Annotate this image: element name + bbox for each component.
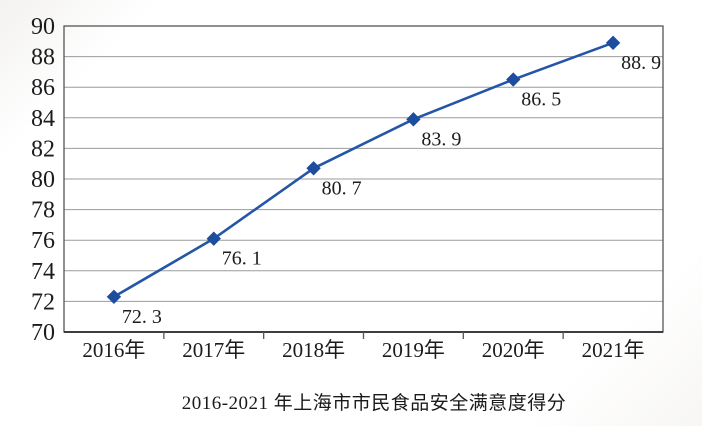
data-point-marker	[206, 231, 221, 246]
y-axis-tick-label: 74	[31, 259, 55, 285]
y-axis-tick-label: 82	[31, 136, 55, 162]
y-axis-tick-label: 84	[31, 106, 55, 132]
data-point-label: 72. 3	[122, 306, 162, 328]
y-axis-tick-label: 80	[31, 167, 55, 193]
data-point-label: 83. 9	[421, 128, 461, 150]
data-point-label: 80. 7	[322, 177, 362, 199]
data-point-marker	[406, 112, 421, 127]
x-axis-label: 2020年	[482, 338, 545, 362]
y-axis-tick-label: 72	[31, 289, 55, 315]
x-axis-label: 2019年	[382, 338, 445, 362]
data-point-marker	[605, 35, 621, 51]
y-axis-tick-label: 90	[31, 14, 55, 40]
x-axis-label: 2018年	[282, 338, 345, 362]
data-point-label: 88. 9	[621, 52, 661, 74]
x-axis-label: 2017年	[182, 338, 245, 362]
y-axis-tick-label: 76	[31, 228, 55, 254]
data-point-marker	[306, 161, 321, 176]
y-axis-tick-label: 88	[31, 45, 55, 71]
line-chart: 90 88 86 84 82 80 78 76 74 72 70 2016年 2017年 2018年 201…	[31, 14, 664, 362]
chart-title: 2016-2021 年上海市市民食品安全满意度得分	[181, 393, 567, 414]
y-axis-tick-label: 86	[31, 75, 55, 101]
x-axis-label: 2016年	[82, 338, 145, 362]
x-axis-label: 2021年	[582, 338, 645, 362]
data-point-label: 86. 5	[521, 89, 561, 111]
series-line	[112, 41, 615, 299]
data-point-marker	[106, 289, 122, 305]
data-point-label: 76. 1	[222, 248, 262, 270]
y-axis-tick-label: 78	[31, 198, 55, 224]
y-axis-tick-label: 70	[31, 320, 55, 346]
data-point-marker	[506, 72, 521, 87]
